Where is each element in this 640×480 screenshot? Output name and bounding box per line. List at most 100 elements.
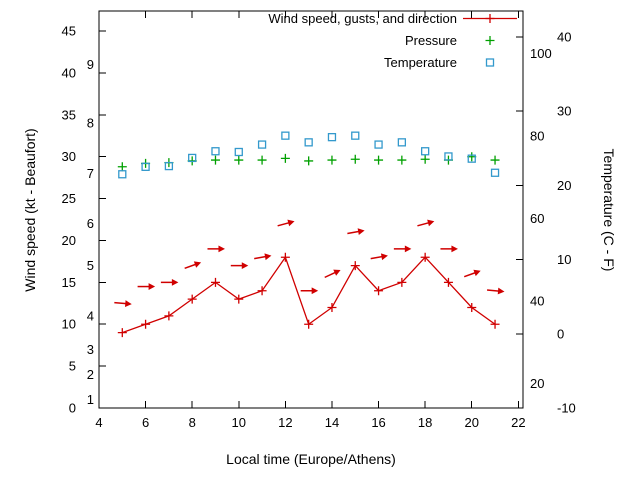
pressure-point [327, 155, 337, 165]
pressure-point [350, 154, 360, 164]
arrow-shaft [370, 255, 383, 260]
x-tick-label: 20 [465, 415, 479, 430]
y-axis-title-right: Temperature (C - F) [601, 148, 617, 272]
arrow-head [473, 269, 481, 277]
wind-speed-point [187, 294, 197, 304]
plot-border [98, 10, 524, 409]
arrow-head [427, 219, 435, 227]
temperature-point [444, 152, 453, 161]
gust-direction-arrow [207, 245, 225, 253]
wind-speed-point [420, 252, 430, 262]
pressure-point [117, 162, 127, 172]
beaufort-label: 2 [87, 367, 94, 382]
gust-direction-arrow [487, 287, 505, 295]
arrow-head [311, 287, 319, 295]
beaufort-label: 7 [87, 166, 94, 181]
fahrenheit-label: 80 [530, 128, 544, 143]
x-tick-label: 14 [325, 415, 339, 430]
legend-label-pressure: Pressure [405, 33, 457, 48]
gust-direction-arrow [324, 269, 341, 279]
x-tick-label: 16 [371, 415, 385, 430]
pressure-point [420, 154, 430, 164]
celsius-tick-label: 20 [557, 178, 571, 193]
temperature-point [211, 147, 220, 156]
temperature-point [257, 140, 267, 149]
arrow-shaft [324, 271, 336, 279]
y-left-tick-label: 10 [62, 317, 76, 332]
y-left-tick-label: 20 [62, 233, 76, 248]
beaufort-label: 3 [87, 342, 94, 357]
pressure-point [234, 155, 244, 165]
gust-direction-arrow [417, 219, 435, 227]
arrow-head [380, 253, 388, 261]
x-tick-label: 22 [511, 415, 525, 430]
y-left-tick-label: 0 [69, 401, 76, 416]
wind-speed-point [490, 319, 500, 329]
temperature-point [281, 131, 290, 140]
beaufort-label: 5 [87, 258, 94, 273]
wind-speed-point [141, 319, 151, 329]
beaufort-label: 9 [87, 57, 94, 72]
celsius-tick-label: 0 [557, 326, 564, 341]
x-tick-label: 4 [95, 415, 102, 430]
gust-direction-arrow [370, 253, 388, 261]
wind-speed-point [210, 277, 220, 287]
beaufort-label: 6 [87, 216, 94, 231]
temperature-point [467, 154, 476, 163]
temperature-point [118, 170, 127, 179]
gust-direction-arrow [300, 287, 319, 295]
arrow-head [451, 245, 458, 253]
x-tick-label: 8 [189, 415, 196, 430]
gust-direction-arrow [463, 269, 481, 278]
y-axis-title-left: Wind speed (kt - Beaufort) [22, 128, 38, 292]
wind-speed-point [304, 319, 314, 329]
celsius-tick-label: 30 [557, 104, 571, 119]
fahrenheit-label: 60 [530, 211, 544, 226]
gust-direction-arrow [254, 253, 272, 261]
temperature-point [421, 147, 430, 156]
pressure-point [280, 153, 290, 163]
beaufort-label: 1 [87, 392, 94, 407]
celsius-tick-label: 10 [557, 252, 571, 267]
legend-pressure-marker [485, 36, 495, 45]
pressure-point [257, 155, 267, 165]
arrow-shaft [114, 301, 127, 305]
beaufort-label: 4 [87, 308, 94, 323]
arrow-head [171, 278, 179, 286]
y-left-tick-label: 35 [62, 107, 76, 122]
arrow-head [241, 262, 249, 270]
arrow-head [404, 245, 412, 253]
wind-speed-point [164, 311, 174, 321]
temperature-point [327, 132, 337, 142]
arrow-head [148, 283, 156, 290]
arrow-shaft [184, 263, 197, 270]
pressure-point [490, 155, 500, 165]
gust-direction-arrow [347, 228, 365, 235]
x-tick-label: 10 [232, 415, 246, 430]
gust-direction-arrow [230, 262, 249, 270]
y-left-tick-label: 5 [69, 359, 76, 374]
y-left-tick-label: 45 [62, 24, 76, 39]
x-tick-label: 12 [278, 415, 292, 430]
x-tick-label: 6 [142, 415, 149, 430]
wind-speed-point [257, 286, 267, 296]
arrow-shaft [277, 221, 290, 227]
arrow-head [497, 287, 505, 295]
wind-speed-point [374, 286, 384, 296]
arrow-shaft [347, 230, 360, 235]
temperature-point [164, 161, 174, 171]
arrow-shaft [254, 255, 267, 260]
x-tick-label: 18 [418, 415, 432, 430]
wind-speed-point [443, 277, 453, 287]
arrow-head [287, 219, 295, 227]
pressure-point [210, 155, 220, 165]
celsius-tick-label: -10 [557, 401, 576, 416]
pressure-point [397, 155, 407, 165]
wind-speed-point [397, 277, 407, 287]
arrow-head [357, 228, 365, 235]
pressure-point [304, 156, 314, 166]
beaufort-label: 8 [87, 116, 94, 131]
arrow-head [264, 253, 272, 261]
temperature-point [304, 138, 313, 147]
